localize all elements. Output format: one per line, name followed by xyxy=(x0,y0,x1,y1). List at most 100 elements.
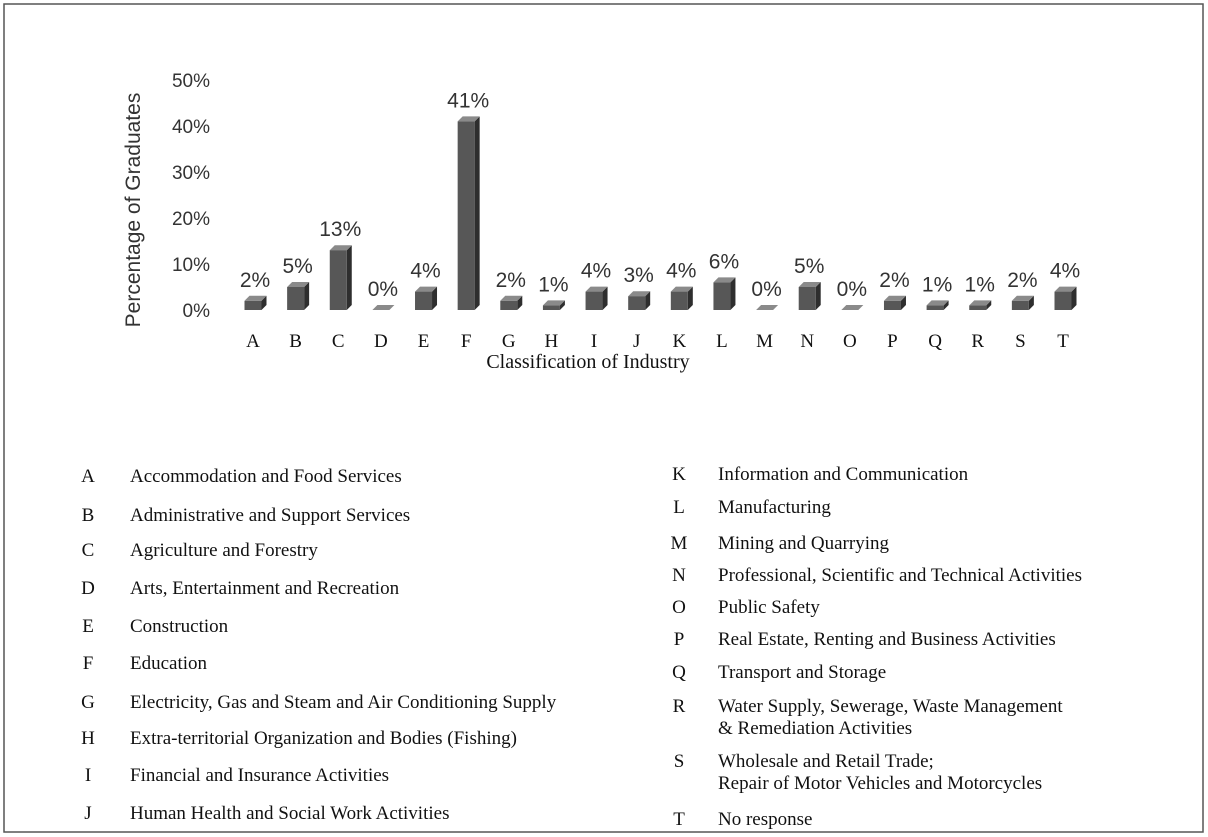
legend-code: C xyxy=(82,540,95,561)
bar xyxy=(883,300,901,310)
legend-code: A xyxy=(81,466,95,487)
legend-code: E xyxy=(82,616,94,637)
bar xyxy=(585,291,603,310)
legend-code: D xyxy=(81,578,95,599)
bar xyxy=(670,291,688,310)
bar-side xyxy=(304,282,310,310)
legend-text: Education xyxy=(130,653,208,674)
bar xyxy=(415,291,433,310)
legend-text: Administrative and Support Services xyxy=(130,505,410,526)
value-label: 1% xyxy=(922,273,952,296)
x-tick-label: J xyxy=(633,331,640,352)
x-tick-label: B xyxy=(289,331,302,352)
y-tick-label: 50% xyxy=(172,71,210,92)
bar xyxy=(926,305,944,310)
bar-top xyxy=(329,245,352,251)
value-label: 4% xyxy=(666,260,696,283)
x-tick-label: P xyxy=(887,331,898,352)
x-tick-label: Q xyxy=(928,331,942,352)
bar-top xyxy=(500,295,523,301)
bar-side xyxy=(261,295,267,310)
bar-top xyxy=(1011,295,1034,301)
x-tick-label: G xyxy=(502,331,516,352)
bar xyxy=(287,287,305,310)
legend-code: O xyxy=(672,597,686,618)
legend-code: H xyxy=(81,728,95,749)
legend-text: Real Estate, Renting and Business Activi… xyxy=(718,629,1056,650)
x-tick-label: M xyxy=(756,331,773,352)
bar-top xyxy=(372,305,395,310)
bar-top xyxy=(415,286,438,292)
bar-side xyxy=(687,286,693,310)
bar-side xyxy=(645,291,651,310)
bar-top xyxy=(585,286,608,292)
value-label: 41% xyxy=(447,89,489,112)
value-label: 2% xyxy=(240,269,270,292)
bar-top xyxy=(926,300,949,306)
y-tick-label: 20% xyxy=(172,209,210,230)
legend-text: Wholesale and Retail Trade; xyxy=(718,751,934,772)
legend-text: Electricity, Gas and Steam and Air Condi… xyxy=(130,692,557,713)
legend-code: B xyxy=(82,505,95,526)
value-label: 5% xyxy=(282,255,312,278)
x-tick-label: N xyxy=(800,331,814,352)
legend-text: Professional, Scientific and Technical A… xyxy=(718,565,1082,586)
x-tick-label: E xyxy=(418,331,430,352)
x-tick-label: C xyxy=(332,331,345,352)
legend-code: N xyxy=(672,565,686,586)
bar-side xyxy=(559,300,565,310)
legend-text: Arts, Entertainment and Recreation xyxy=(130,578,400,599)
bar-top xyxy=(457,116,480,122)
bar-top xyxy=(628,291,651,297)
bar-top xyxy=(244,295,267,301)
y-axis-label: Percentage of Graduates xyxy=(122,93,145,328)
bar xyxy=(713,282,731,310)
bar xyxy=(457,121,475,311)
bar-side xyxy=(730,277,736,310)
legend-code: G xyxy=(81,692,95,713)
legend-code: T xyxy=(673,809,685,830)
value-label: 4% xyxy=(581,260,611,283)
bar-top xyxy=(798,282,821,287)
bar-top xyxy=(670,286,693,292)
bar-side xyxy=(986,300,992,310)
value-label: 3% xyxy=(624,264,654,287)
bar-top xyxy=(1054,286,1077,292)
bar-top xyxy=(542,300,565,306)
legend-text: Construction xyxy=(130,616,229,637)
bar-side xyxy=(900,295,906,310)
bar-side xyxy=(346,245,352,310)
legend-text: Mining and Quarrying xyxy=(718,533,889,554)
legend-code: P xyxy=(674,629,685,650)
value-label: 1% xyxy=(538,273,568,296)
value-label: 2% xyxy=(1007,269,1037,292)
bar-top xyxy=(756,305,779,310)
legend-text: & Remediation Activities xyxy=(718,718,912,739)
bar-side xyxy=(815,282,821,310)
value-label: 2% xyxy=(496,269,526,292)
bar-side xyxy=(432,286,438,310)
legend-text: Repair of Motor Vehicles and Motorcycles xyxy=(718,773,1042,794)
value-label: 4% xyxy=(1050,260,1080,283)
legend-text: Water Supply, Sewerage, Waste Management xyxy=(718,696,1063,717)
x-tick-label: S xyxy=(1015,331,1026,352)
value-label: 4% xyxy=(410,260,440,283)
x-tick-label: I xyxy=(591,331,597,352)
value-label: 13% xyxy=(319,218,361,241)
x-tick-label: D xyxy=(374,331,388,352)
legend-text: Manufacturing xyxy=(718,497,831,518)
legend-code: J xyxy=(84,803,91,824)
legend-text: Human Health and Social Work Activities xyxy=(130,803,449,824)
bar xyxy=(542,305,560,310)
x-tick-label: T xyxy=(1057,331,1069,352)
bar xyxy=(329,250,347,310)
x-tick-label: A xyxy=(246,331,260,352)
legend-text: Agriculture and Forestry xyxy=(130,540,318,561)
bar xyxy=(798,287,816,310)
legend-text: Information and Communication xyxy=(718,464,969,485)
x-tick-label: K xyxy=(672,331,686,352)
x-tick-label: L xyxy=(716,331,728,352)
bar-top xyxy=(883,295,906,301)
bar xyxy=(1054,291,1072,310)
